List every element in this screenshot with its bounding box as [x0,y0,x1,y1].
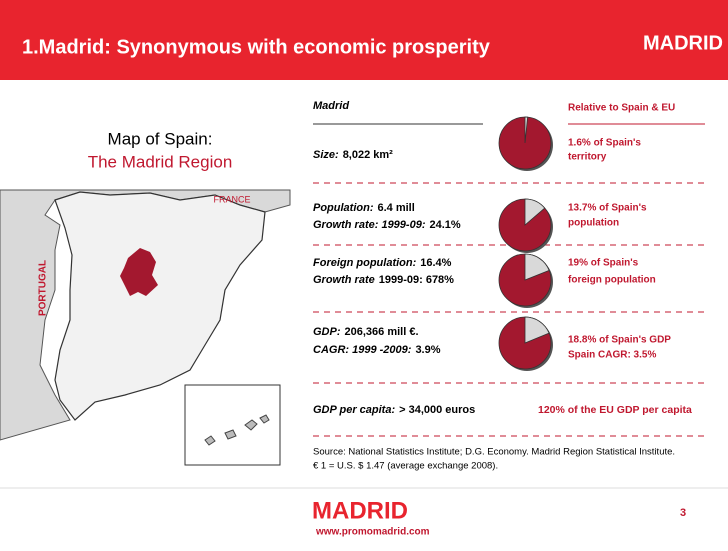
map-caption: Map of Spain: [108,129,213,148]
footer-url: www.promomadrid.com [315,527,430,538]
metric: Population: 6.4 mill [313,202,415,214]
canary-inset [184,384,281,466]
spain-outline [54,191,266,421]
metric-label: Growth rate: 1999-09: [313,219,426,231]
metric: CAGR: 1999 -2009: 3.9% [313,344,441,356]
metric-value: 6.4 mill [378,202,415,214]
metric-label: Size: [313,149,339,161]
metric-value: 206,366 mill €. [345,326,419,338]
metric-label: Population: [313,202,374,214]
relative-text: 1.6% of Spain's [568,138,641,149]
metric: Growth rate: 1999-09: 24.1% [313,219,461,231]
canary-islands [204,414,270,446]
map-caption: The Madrid Region [88,152,233,171]
right-heading: Relative to Spain & EU [568,103,675,114]
metric-label: CAGR: 1999 -2009: [313,344,412,356]
title: 1.Madrid: Synonymous with economic prosp… [22,36,491,58]
page-number: 3 [680,507,686,519]
metric-value: 8,022 km² [343,149,393,161]
metric-value: > 34,000 euros [399,404,475,416]
relative-text: territory [568,152,607,163]
metric-label: Foreign population: [313,257,417,269]
relative-text: Spain CAGR: 3.5% [568,350,656,361]
footer-logo: MADRID [312,497,408,524]
pie-slice [524,198,546,226]
metric: Growth rate 1999-09: 678% [313,274,454,286]
metric: GDP per capita: > 34,000 euros [313,404,475,416]
metric-label: Growth rate [313,274,375,286]
metric: GDP: 206,366 mill €. [313,326,419,338]
header-logo: MADRID [643,32,723,54]
left-heading: Madrid [313,100,349,112]
relative-text: 19% of Spain's [568,258,639,269]
source: € 1 = U.S. $ 1.47 (average exchange 2008… [313,461,498,472]
metric-label: GDP: [313,326,341,338]
relative-text: 120% of the EU GDP per capita [538,404,692,416]
map-label: FRANCE [213,194,250,204]
relative-text: foreign population [568,275,656,286]
logo-box [640,30,710,58]
metric: Foreign population: 16.4% [313,257,452,269]
metric: Size: 8,022 km² [313,149,393,161]
relative-text: 18.8% of Spain's GDP [568,335,671,346]
relative-text: population [568,218,619,229]
pie-slice [524,116,529,144]
metric-value: 3.9% [415,344,440,356]
metric-value: 24.1% [429,219,460,231]
metric-value: 1999-09: 678% [379,274,454,286]
pie-slice [524,253,550,281]
metric-label: GDP per capita: [313,404,395,416]
header-bar [0,0,728,80]
source: Source: National Statistics Institute; D… [313,447,675,458]
madrid-region [120,248,158,296]
map-label: PORTUGAL [38,260,49,316]
relative-text: 13.7% of Spain's [568,203,647,214]
metric-value: 16.4% [420,257,451,269]
pie-slice [524,316,550,344]
